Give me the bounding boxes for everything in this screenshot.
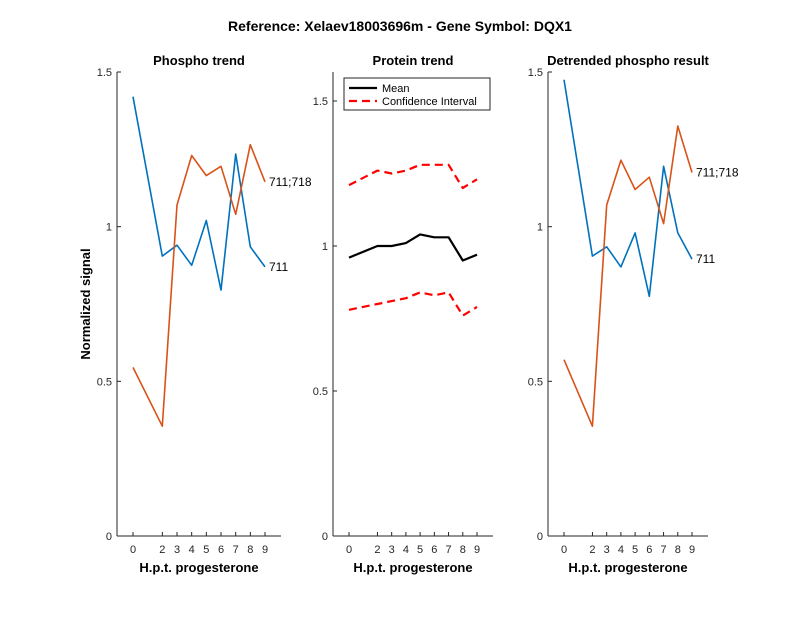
x-tick-label: 6 [646, 544, 652, 556]
legend-label: Confidence Interval [382, 96, 477, 108]
y-tick-label: 0 [322, 531, 328, 543]
figure-title: Reference: Xelaev18003696m - Gene Symbol… [228, 18, 572, 34]
x-tick-label: 2 [374, 544, 380, 556]
chart-panel-2: 0 0.5 1 1.5 0 2 3 4 5 6 7 8 9 Protein trend H.p.t. pro… [313, 53, 493, 575]
x-tick-label: 8 [247, 544, 253, 556]
y-tick-label: 1 [537, 222, 543, 234]
panel-title: Protein trend [373, 53, 454, 68]
x-tick-label: 2 [589, 544, 595, 556]
y-tick-label: 1 [322, 241, 328, 253]
x-axis-label: H.p.t. progesterone [568, 560, 687, 575]
y-tick-label: 1.5 [313, 96, 328, 108]
x-tick-label: 4 [189, 544, 195, 556]
panel-title: Phospho trend [153, 53, 245, 68]
x-tick-label: 9 [474, 544, 480, 556]
x-axis-label: H.p.t. progesterone [139, 560, 258, 575]
y-tick-label: 0 [537, 531, 543, 543]
series-line-mean [348, 233, 478, 262]
y-tick-label: 1.5 [97, 67, 112, 79]
legend-box [343, 77, 491, 111]
x-tick-label: 3 [389, 544, 395, 556]
x-tick-label: 5 [417, 544, 423, 556]
y-tick-label: 1.5 [528, 67, 543, 79]
series-line-711 [563, 79, 693, 298]
panel-title: Detrended phospho result [547, 53, 709, 68]
x-tick-label: 8 [675, 544, 681, 556]
series-line-confidence-interval [348, 163, 478, 190]
series-line-711-718 [132, 143, 266, 428]
x-tick-label: 0 [561, 544, 567, 556]
x-tick-label: 2 [159, 544, 165, 556]
x-tick-label: 9 [262, 544, 268, 556]
x-tick-label: 3 [604, 544, 610, 556]
y-tick-label: 0.5 [97, 376, 112, 388]
y-axis-label: Normalized signal [78, 248, 93, 359]
chart-panel-1: 0 0.5 1 1.5 0 2 3 4 5 6 7 8 9 Phospho trend H.p.t. pro… [78, 53, 312, 575]
y-tick-label: 0 [106, 531, 112, 543]
x-tick-label: 0 [346, 544, 352, 556]
x-tick-label: 6 [431, 544, 437, 556]
x-tick-label: 9 [689, 544, 695, 556]
chart-panel-3: 0 0.5 1 1.5 0 2 3 4 5 6 7 8 9 Detrended phospho resul… [528, 53, 739, 575]
x-tick-label: 5 [632, 544, 638, 556]
x-tick-label: 4 [403, 544, 409, 556]
x-tick-label: 7 [445, 544, 451, 556]
series-end-label: 711 [269, 260, 288, 274]
x-tick-label: 3 [174, 544, 180, 556]
series-end-label: 711 [696, 252, 715, 266]
x-tick-label: 8 [460, 544, 466, 556]
y-tick-label: 0.5 [313, 386, 328, 398]
series-line-confidence-interval [348, 291, 478, 317]
x-tick-label: 4 [618, 544, 624, 556]
y-tick-label: 1 [106, 222, 112, 234]
x-tick-label: 7 [660, 544, 666, 556]
y-tick-label: 0.5 [528, 376, 543, 388]
series-end-label: 711;718 [269, 175, 312, 189]
x-axis-label: H.p.t. progesterone [353, 560, 472, 575]
x-tick-label: 5 [203, 544, 209, 556]
series-end-label: 711;718 [696, 166, 739, 180]
series-line-711 [132, 96, 266, 291]
x-tick-label: 7 [233, 544, 239, 556]
x-tick-label: 0 [130, 544, 136, 556]
legend-label: Mean [382, 83, 410, 95]
series-line-711-718 [563, 125, 693, 428]
x-tick-label: 6 [218, 544, 224, 556]
